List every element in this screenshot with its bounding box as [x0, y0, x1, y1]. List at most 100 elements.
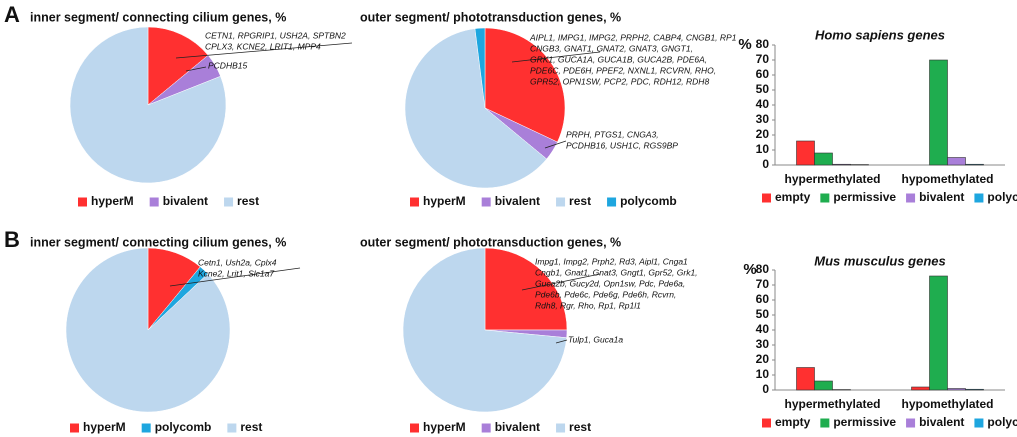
y-axis-label: %: [743, 261, 756, 278]
legend-label: polycomb: [155, 420, 212, 434]
legend-label: bivalent: [495, 194, 540, 208]
chart-title: outer segment/ phototransduction genes, …: [360, 10, 621, 24]
legend-swatch: [149, 197, 159, 207]
legend-swatch: [227, 423, 237, 433]
y-tick-label: 20: [756, 127, 770, 141]
pie-slice: [147, 26, 209, 106]
y-axis-label: %: [738, 36, 751, 53]
legend-swatch: [556, 197, 566, 207]
legend-swatch: [70, 423, 79, 433]
annotation: PRPH, PTGS1, CNGA3,: [566, 129, 659, 139]
annotation: Kcne2, Lrit1, Slc1a7: [198, 268, 274, 278]
panel-label: B: [4, 227, 20, 252]
legend-label: permissive: [833, 415, 896, 429]
leader-line: [511, 51, 601, 63]
y-tick-label: 70: [756, 277, 770, 291]
legend-swatch: [556, 423, 566, 433]
legend-label: empty: [775, 190, 811, 204]
legend-swatch: [762, 193, 771, 203]
y-tick-label: 50: [756, 82, 770, 96]
legend-swatch: [974, 418, 984, 428]
bar: [814, 152, 833, 166]
leader-line: [521, 273, 601, 291]
legend-label: bivalent: [495, 420, 540, 434]
legend-swatch: [410, 197, 419, 207]
annotation: PCDHB15: [208, 60, 247, 70]
bar: [814, 380, 833, 391]
annotation: Pde6b, Pde6c, Pde6g, Pde6h, Rcvrn,: [535, 289, 676, 299]
bar: [965, 388, 984, 391]
leader-line: [169, 267, 301, 287]
y-tick-label: 40: [756, 322, 770, 336]
y-tick-label: 80: [756, 262, 770, 276]
annotation: Impg1, Impg2, Prph2, Rd3, Aipl1, Cnga1: [535, 256, 688, 266]
legend-label: bivalent: [163, 194, 208, 208]
legend-label: hyperM: [91, 194, 134, 208]
pie-slice: [404, 28, 547, 189]
pie-slice: [69, 26, 227, 184]
annotation: CETN1, RPGRIP1, USH2A, SPTBN2: [205, 30, 346, 40]
y-tick-label: 70: [756, 52, 770, 66]
annotation: GPR52, OPN1SW, PCP2, PDC, RDH12, RDH8: [530, 76, 709, 86]
annotation: Rdh8, Rgr, Rho, Rp1, Rp1l1: [535, 300, 641, 310]
bar: [796, 367, 815, 391]
annotation: Cngb1, Gnat1, Gnat3, Gngt1, Gpr52, Grk1,: [535, 267, 698, 277]
legend-label: polycomb: [620, 194, 677, 208]
y-tick-label: 10: [756, 367, 770, 381]
bar: [832, 163, 851, 166]
pie-slice: [65, 247, 231, 413]
legend-label: hyperM: [83, 420, 126, 434]
legend-label: rest: [240, 420, 262, 434]
legend-swatch: [410, 423, 419, 433]
legend-swatch: [906, 193, 916, 203]
bar: [929, 275, 948, 391]
y-tick-label: 50: [756, 307, 770, 321]
chart-title: outer segment/ phototransduction genes, …: [360, 235, 621, 249]
legend-swatch: [481, 197, 491, 207]
legend-label: polycomb: [987, 415, 1017, 429]
annotation: AIPL1, IMPG1, IMPG2, PRPH2, CABP4, CNGB1…: [529, 32, 737, 42]
legend-swatch: [974, 193, 984, 203]
bar: [796, 140, 815, 166]
leader-line: [175, 42, 353, 59]
y-tick-label: 10: [756, 142, 770, 156]
annotation: PDE6C, PDE6H, PPEF2, NXNL1, RCVRN, RHO,: [530, 65, 716, 75]
y-tick-label: 40: [756, 97, 770, 111]
legend-label: rest: [569, 420, 591, 434]
legend-label: hyperM: [423, 194, 466, 208]
legend-swatch: [762, 418, 771, 428]
pie-slice: [484, 27, 566, 143]
annotation: CPLX3, KCNE2, LRIT1, MPP4: [205, 41, 321, 51]
annotation: CNGB3, GNAT1, GNAT2, GNAT3, GNGT1,: [530, 43, 693, 53]
pie-slice: [474, 27, 486, 109]
leader-line: [555, 339, 568, 344]
legend-label: hyperM: [423, 420, 466, 434]
y-tick-label: 30: [756, 337, 770, 351]
bar: [965, 163, 984, 166]
bar: [929, 59, 948, 166]
leader-line: [544, 140, 567, 149]
legend-swatch: [607, 197, 617, 207]
y-tick-label: 20: [756, 352, 770, 366]
legend-label: rest: [237, 194, 259, 208]
legend-swatch: [820, 193, 830, 203]
bar: [947, 157, 966, 166]
annotation: GRK1, GUCA1A, GUCA1B, GUCA2B, PDE6A,: [530, 54, 707, 64]
y-tick-label: 80: [756, 37, 770, 51]
bar: [947, 388, 966, 391]
bar: [911, 386, 930, 391]
x-tick-label: hypomethylated: [901, 172, 993, 186]
legend-swatch: [78, 197, 87, 207]
chart-title: inner segment/ connecting cilium genes, …: [30, 10, 286, 24]
chart-title: Homo sapiens genes: [815, 27, 945, 42]
chart-title: Mus musculus genes: [814, 253, 945, 268]
legend-label: rest: [569, 194, 591, 208]
legend-swatch: [224, 197, 234, 207]
annotation: PCDHB16, USH1C, RGS9BP: [566, 140, 678, 150]
chart-title: inner segment/ connecting cilium genes, …: [30, 235, 286, 249]
legend-label: permissive: [833, 190, 896, 204]
panel-label: A: [4, 2, 20, 27]
x-tick-label: hypomethylated: [901, 397, 993, 411]
y-tick-label: 30: [756, 112, 770, 126]
